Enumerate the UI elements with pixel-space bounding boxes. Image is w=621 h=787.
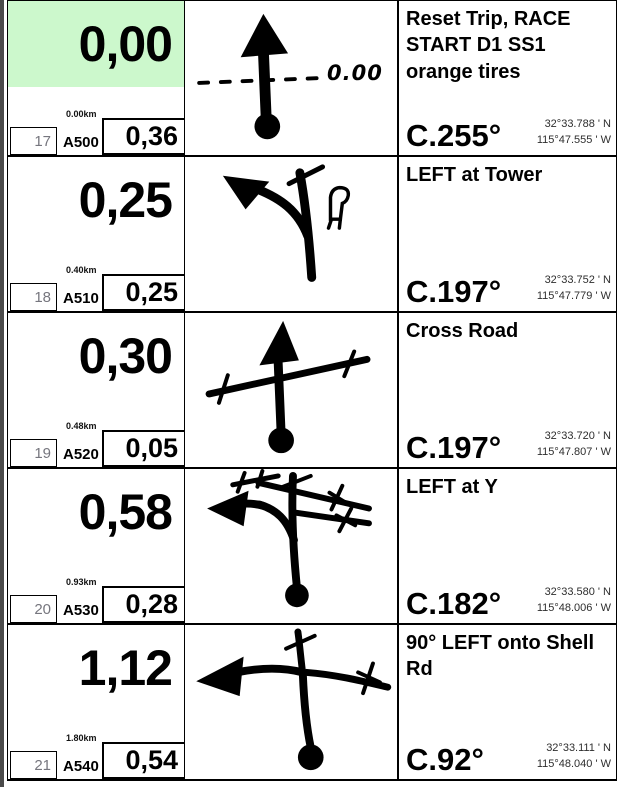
compass-heading: C.197° [406,274,502,309]
interval-value: 0,05 [125,433,178,463]
gps-latitude: 32°33.580 ' N [544,586,611,599]
total-distance-value: 0,00 [78,16,173,72]
total-distance-cell: 0,30 [8,313,184,399]
compass-heading: C.182° [406,586,502,621]
total-km-label: 1.80km [66,733,97,743]
roadbook-row: 0,58 0.93km 20 A530 0,28 L [8,469,616,625]
tulip-distance-label: 0.00 [327,61,383,85]
instruction-text: LEFT at Tower [406,164,543,186]
interval-box: 0,54 [102,742,184,779]
notes-bottom: C.197° 32°33.752 ' N 115°47.779 ' W [399,273,616,307]
tulip-cell [185,469,399,623]
distance-cell: 0,25 0.40km 18 A510 0,25 [8,157,185,311]
compass-heading: C.255° [406,118,502,153]
total-distance-value: 0,25 [78,172,173,228]
notes-cell: LEFT at Tower C.197° 32°33.752 ' N 115°4… [399,157,616,311]
instruction-text: 90° LEFT onto Shell Rd [406,632,595,681]
instruction-text: Cross Road [406,320,519,342]
interval-value: 0,28 [125,589,178,619]
waypoint-code: A510 [63,290,99,307]
row-number: 21 [34,756,51,774]
notes-cell: LEFT at Y C.182° 32°33.580 ' N 115°48.00… [399,469,616,623]
tulip-cell [185,313,399,467]
distance-cell: 0,30 0.48km 19 A520 0,05 [8,313,185,467]
notes-cell: Reset Trip, RACE START D1 SS1 orange tir… [399,1,616,155]
waypoint-code: A530 [63,602,99,619]
gps-coordinates: 32°33.720 ' N 115°47.807 ' W [537,429,611,463]
tulip-straight-ahead-start-icon [197,13,324,140]
total-km-label: 0.00km [66,109,97,119]
notes-bottom: C.255° 32°33.788 ' N 115°47.555 ' W [399,117,616,151]
gps-longitude: 115°47.779 ' W [536,290,611,303]
tulip-cell [185,625,399,779]
tulip-cell [185,157,399,311]
row-number-box: 18 [10,283,57,311]
tulip-cell: 0.00 [185,1,399,155]
tulip-cross-road-icon [205,320,371,454]
tulip-left-fork-icon [207,469,372,608]
waypoint-code: A540 [63,758,99,775]
gps-latitude: 32°33.788 ' N [544,118,611,131]
gps-coordinates: 32°33.580 ' N 115°48.006 ' W [537,585,611,619]
row-number-box: 19 [10,439,57,467]
gps-coordinates: 32°33.111 ' N 115°48.040 ' W [537,741,611,775]
total-distance-cell: 0,58 [8,469,184,555]
row-number: 18 [34,288,51,306]
compass-heading: C.197° [406,430,502,465]
interval-box: 0,28 [102,586,184,623]
total-distance-value: 0,58 [78,484,173,540]
total-km-label: 0.48km [66,421,97,431]
page-edge-shadow [0,0,4,787]
notes-cell: Cross Road C.197° 32°33.720 ' N 115°47.8… [399,313,616,467]
roadbook-row: 0,25 0.40km 18 A510 0,25 LEFT at Tower C… [8,157,616,313]
total-distance-value: 1,12 [78,640,173,696]
notes-bottom: C.197° 32°33.720 ' N 115°47.807 ' W [399,429,616,463]
notes-bottom: C.92° 32°33.111 ' N 115°48.040 ' W [399,741,616,775]
instruction-text: LEFT at Y [406,476,498,498]
row-number-box: 20 [10,595,57,623]
interval-box: 0,05 [102,430,184,467]
total-km-label: 0.40km [66,265,97,275]
total-km-label: 0.93km [66,577,97,587]
row-number: 17 [34,132,51,150]
interval-value: 0,36 [125,121,178,151]
notes-bottom: C.182° 32°33.580 ' N 115°48.006 ' W [399,585,616,619]
notes-cell: 90° LEFT onto Shell Rd C.92° 32°33.111 '… [399,625,616,779]
total-distance-cell: 0,25 [8,157,184,243]
row-number: 20 [34,600,51,618]
distance-cell: 0,58 0.93km 20 A530 0,28 [8,469,185,623]
gps-latitude: 32°33.752 ' N [544,274,611,287]
total-distance-value: 0,30 [78,328,173,384]
interval-box: 0,36 [102,118,184,155]
distance-cell: 0,00 0.00km 17 A500 0,36 [8,1,185,155]
roadbook-row: 1,12 1.80km 21 A540 0,54 90° LEFT onto S… [8,625,616,781]
gps-longitude: 115°48.006 ' W [536,602,611,615]
gps-coordinates: 32°33.752 ' N 115°47.779 ' W [537,273,611,307]
tulip-left-turn-tower-icon [222,164,351,282]
gps-coordinates: 32°33.788 ' N 115°47.555 ' W [537,117,611,151]
tulip-90-left-turn-icon [196,628,392,771]
row-number: 19 [34,444,51,462]
distance-cell: 1,12 1.80km 21 A540 0,54 [8,625,185,779]
roadbook-table: 0,00 0.00km 17 A500 0,36 0.00 Reset Trip… [7,0,617,781]
gps-latitude: 32°33.720 ' N [544,430,611,443]
interval-value: 0,25 [125,277,178,307]
compass-heading: C.92° [406,742,484,777]
roadbook-row: 0,00 0.00km 17 A500 0,36 0.00 Reset Trip… [8,1,616,157]
row-number-box: 21 [10,751,57,779]
instruction-text: Reset Trip, RACE START D1 SS1 orange tir… [406,8,571,83]
waypoint-code: A500 [63,134,99,151]
interval-box: 0,25 [102,274,184,311]
gps-longitude: 115°48.040 ' W [536,758,611,771]
waypoint-code: A520 [63,446,99,463]
roadbook-row: 0,30 0.48km 19 A520 0,05 Cross Road C.19… [8,313,616,469]
row-number-box: 17 [10,127,57,155]
gps-longitude: 115°47.807 ' W [536,446,611,459]
gps-latitude: 32°33.111 ' N [546,742,611,755]
gps-longitude: 115°47.555 ' W [536,134,611,147]
interval-value: 0,54 [125,745,178,775]
total-distance-cell: 1,12 [8,625,184,711]
total-distance-cell: 0,00 [8,1,184,87]
